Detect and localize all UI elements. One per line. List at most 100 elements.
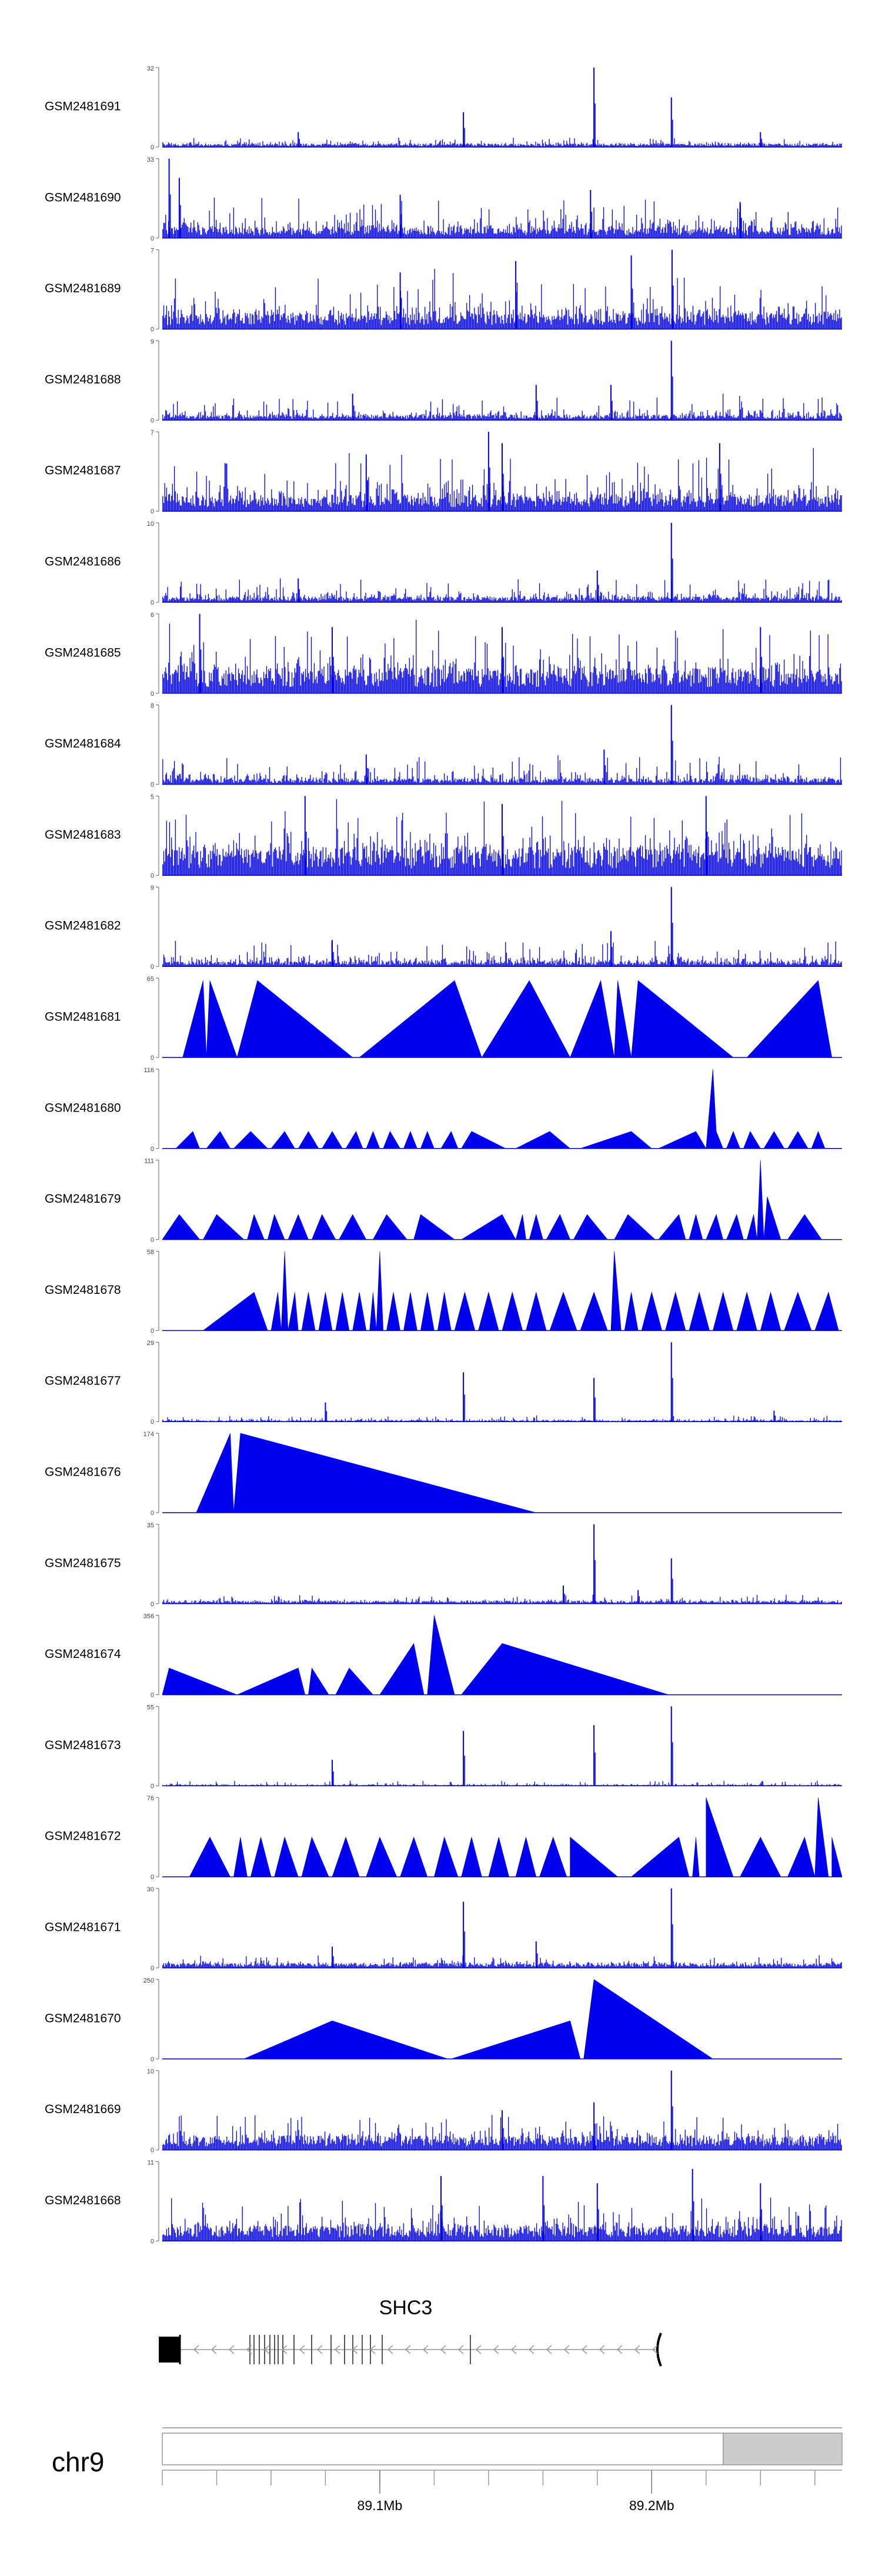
strand-arrow <box>546 2345 552 2354</box>
track-GSM2481676: GSM2481676 174 0 <box>45 1431 842 1517</box>
track-label: GSM2481685 <box>45 646 121 659</box>
y-tick-label-max: 30 <box>147 1886 154 1893</box>
track-label: GSM2481677 <box>45 1374 121 1388</box>
track-GSM2481679: GSM2481679 111 0 <box>45 1158 842 1244</box>
track-GSM2481670: GSM2481670 250 0 <box>45 1977 842 2063</box>
y-tick-label-zero: 0 <box>151 1146 154 1153</box>
signal-tracks: GSM2481691320GSM2481690330GSM248168970GS… <box>45 65 843 2245</box>
track-label: GSM2481670 <box>45 2011 121 2025</box>
track-label: GSM2481672 <box>45 1830 121 1843</box>
y-tick-label-zero: 0 <box>151 1965 154 1972</box>
signal-bars <box>162 1780 842 1786</box>
track-GSM2481671: GSM2481671 30 0 <box>45 1886 842 1972</box>
track-label: GSM2481683 <box>45 828 121 842</box>
track-label: GSM2481691 <box>45 100 121 114</box>
track-label: GSM2481689 <box>45 282 121 295</box>
strand-arrow <box>493 2345 499 2354</box>
track-label: GSM2481673 <box>45 1739 121 1752</box>
strand-arrow <box>369 2345 376 2354</box>
y-tick-label-zero: 0 <box>151 690 154 698</box>
coverage-area <box>162 1615 669 1695</box>
track-GSM2481672: GSM2481672 76 0 <box>45 1795 843 1881</box>
strand-arrow <box>652 2345 658 2354</box>
y-tick-label-zero: 0 <box>151 2147 154 2154</box>
track-GSM2481668: GSM2481668 11 0 <box>45 2159 842 2245</box>
signal-bars <box>162 197 842 238</box>
y-tick-label-max: 7 <box>151 248 154 255</box>
y-tick-label-zero: 0 <box>151 1874 154 1881</box>
strand-arrow <box>211 2345 217 2354</box>
coverage-area <box>175 1069 826 1149</box>
gene-label: SHC3 <box>379 2297 433 2319</box>
y-tick-label-zero: 0 <box>151 963 154 970</box>
y-tick-label-max: 9 <box>151 338 154 345</box>
y-tick-label-zero: 0 <box>151 144 154 151</box>
track-GSM2481678: GSM2481678 58 0 <box>45 1249 842 1334</box>
signal-bars <box>162 1415 842 1422</box>
track-label: GSM2481675 <box>45 1556 121 1570</box>
track-GSM2481677: GSM2481677 29 0 <box>45 1340 842 1426</box>
chromosome-label: chr9 <box>52 2447 104 2477</box>
track-label: GSM2481679 <box>45 1192 121 1206</box>
track-GSM2481686: GSM2481686 10 0 <box>45 520 842 606</box>
y-tick-label-zero: 0 <box>151 1055 154 1062</box>
track-GSM2481674: GSM2481674 356 0 <box>45 1613 842 1699</box>
track-GSM2481680: GSM2481680 116 0 <box>45 1067 842 1153</box>
strand-arrow <box>422 2345 429 2354</box>
strand-arrow <box>228 2345 235 2354</box>
track-label: GSM2481680 <box>45 1101 121 1115</box>
track-label: GSM2481668 <box>45 2194 121 2207</box>
y-tick-label-max: 33 <box>147 156 154 163</box>
y-tick-label-max: 174 <box>143 1431 154 1438</box>
signal-bars <box>162 2115 842 2150</box>
y-tick-label-max: 65 <box>147 976 154 983</box>
signal-bars <box>162 1955 842 1968</box>
y-tick-label-zero: 0 <box>151 2056 154 2063</box>
track-label: GSM2481686 <box>45 555 121 569</box>
y-tick-label-zero: 0 <box>151 782 154 789</box>
y-tick-label-zero: 0 <box>151 1327 154 1334</box>
strand-arrow <box>475 2345 482 2354</box>
track-GSM2481669: GSM2481669 10 0 <box>45 2068 842 2154</box>
track-label: GSM2481676 <box>45 1466 121 1479</box>
signal-bars <box>162 448 842 512</box>
y-tick-label-zero: 0 <box>151 872 154 879</box>
y-tick-label-zero: 0 <box>151 1601 154 1608</box>
y-tick-label-max: 356 <box>143 1613 154 1620</box>
strand-arrow <box>581 2345 587 2354</box>
track-label: GSM2481684 <box>45 737 121 750</box>
track-GSM2481691: GSM2481691 32 0 <box>45 65 842 151</box>
track-label: GSM2481688 <box>45 373 121 386</box>
coverage-area <box>189 1797 843 1877</box>
track-GSM2481687: GSM2481687 7 0 <box>45 429 842 515</box>
signal-bars <box>162 799 842 876</box>
y-tick-label-max: 250 <box>143 1977 154 1984</box>
coverage-area <box>202 1251 839 1331</box>
y-tick-label-max: 55 <box>147 1704 154 1711</box>
coverage-area <box>162 1160 822 1240</box>
y-tick-label-max: 58 <box>147 1249 154 1256</box>
y-tick-label-zero: 0 <box>151 326 154 333</box>
signal-bars <box>162 578 842 602</box>
axis-tick-label: 89.2Mb <box>629 2498 674 2513</box>
strand-arrow <box>563 2345 570 2354</box>
strand-arrow <box>457 2345 464 2354</box>
strand-arrow <box>387 2345 393 2354</box>
track-GSM2481685: GSM2481685 6 0 <box>45 612 842 698</box>
track-label: GSM2481671 <box>45 1921 121 1934</box>
y-tick-label-zero: 0 <box>151 1510 154 1517</box>
y-tick-label-zero: 0 <box>151 508 154 515</box>
strand-arrow <box>599 2345 605 2354</box>
strand-arrow <box>405 2345 411 2354</box>
y-tick-label-zero: 0 <box>151 599 154 606</box>
signal-bars <box>162 2197 842 2241</box>
coverage-area <box>243 1979 714 2060</box>
gene-tss <box>656 2333 662 2367</box>
y-tick-label-zero: 0 <box>151 1692 154 1699</box>
y-tick-label-max: 7 <box>151 429 154 436</box>
signal-bars <box>162 940 842 967</box>
track-GSM2481690: GSM2481690 33 0 <box>45 156 842 242</box>
track-label: GSM2481690 <box>45 191 121 204</box>
signal-bars <box>162 755 842 785</box>
